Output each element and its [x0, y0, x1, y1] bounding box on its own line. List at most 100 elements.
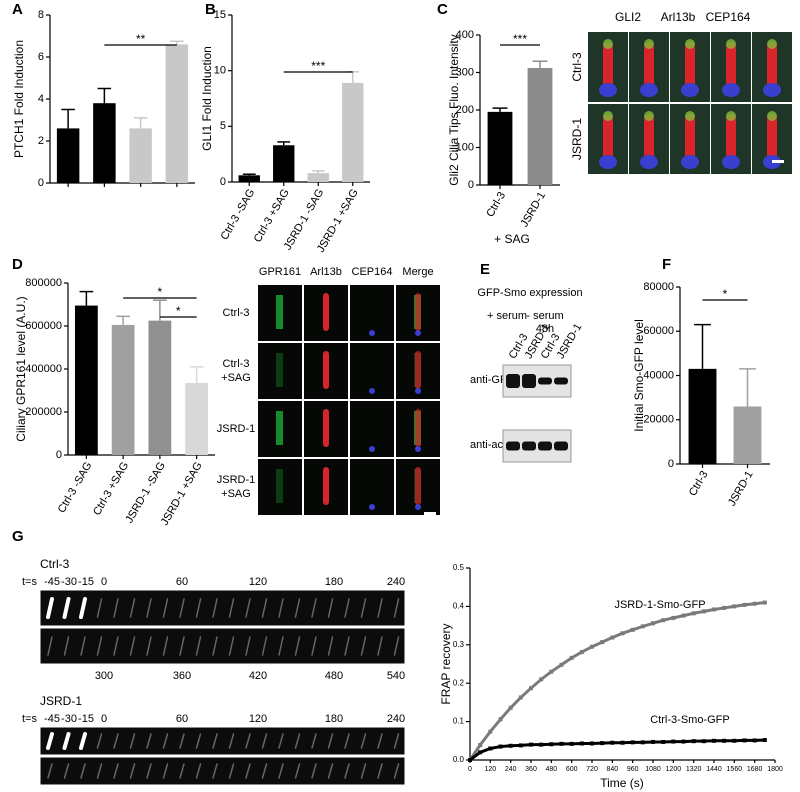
cep164: [369, 504, 375, 510]
cilium: [261, 763, 268, 779]
y-axis-label: Ciliary GPR161 level (A.U.): [14, 296, 28, 441]
bar: [111, 324, 135, 455]
x-tick-label: 1680: [747, 766, 763, 773]
y-tick-label: 2: [38, 135, 44, 147]
x-tick-label: 480: [545, 766, 557, 773]
point: [762, 600, 767, 605]
point: [478, 743, 483, 748]
point: [518, 695, 523, 700]
y-tick-label: 0.4: [453, 602, 465, 611]
bar: [688, 368, 717, 464]
point: [701, 739, 706, 744]
cilium: [726, 114, 736, 160]
point: [701, 609, 706, 614]
channel-label: Arl13b: [661, 10, 696, 24]
point: [590, 741, 594, 746]
cilium: [360, 733, 367, 749]
x-axis-label: Time (s): [600, 776, 644, 790]
point: [712, 607, 716, 612]
x-tick-label: 1200: [666, 766, 682, 773]
cilium: [96, 636, 103, 656]
cilium: [146, 763, 152, 779]
point: [468, 758, 472, 762]
cep164: [415, 330, 421, 336]
arl13b: [415, 467, 421, 505]
bar: [56, 128, 80, 183]
cilium: [327, 636, 334, 656]
y-tick-label: 6: [38, 51, 44, 63]
point: [620, 631, 625, 636]
cilium: [47, 763, 53, 779]
cilium: [360, 763, 367, 779]
cilium: [393, 763, 400, 779]
panel-label: D: [12, 256, 23, 273]
column-label: Merge: [402, 266, 433, 278]
point: [610, 635, 615, 640]
cilium: [195, 636, 202, 656]
point: [762, 738, 767, 743]
band: [506, 374, 520, 388]
timelapse-strip: [39, 726, 406, 756]
point: [498, 744, 503, 749]
cilium: [294, 733, 301, 749]
cilium: [685, 114, 695, 160]
cilium: [278, 636, 284, 656]
cilium: [46, 732, 54, 750]
cilium: [245, 636, 251, 656]
cilium: [360, 636, 367, 656]
cilium: [113, 598, 119, 618]
cilium: [603, 42, 613, 88]
cilium: [261, 598, 268, 618]
point: [620, 740, 625, 745]
point: [498, 717, 503, 722]
point: [539, 742, 544, 747]
cep164: [369, 446, 375, 452]
time-label: 300: [95, 670, 113, 682]
cilium: [344, 763, 350, 779]
bar: [487, 111, 513, 185]
point: [549, 742, 554, 747]
point: [742, 738, 747, 743]
cilium: [96, 598, 103, 618]
y-axis-label: Initial Smo-GFP level: [632, 319, 646, 431]
time-label: 360: [173, 670, 191, 682]
cilium: [113, 763, 119, 779]
y-tick-label: 15: [214, 9, 226, 21]
cilium: [162, 598, 169, 618]
basal-body: [763, 83, 781, 97]
cilium: [377, 636, 383, 656]
row-label: JSRD-1: [570, 118, 584, 160]
y-axis-label: Gli2 Cilia Tips Fluo. Intensity: [447, 34, 461, 185]
panel-label: E: [480, 261, 490, 278]
cep164: [415, 446, 421, 452]
y-tick-label: 5: [220, 120, 226, 132]
x-tick-label: 600: [566, 766, 578, 773]
gpr161: [276, 411, 283, 445]
time-label: 60: [176, 576, 188, 588]
time-label: 480: [325, 670, 343, 682]
bar: [307, 173, 329, 182]
cilium: [79, 732, 87, 750]
cilium: [46, 597, 54, 619]
y-tick-label: 600000: [25, 320, 62, 332]
cilium: [80, 636, 86, 656]
cilium: [80, 763, 86, 779]
cilium: [179, 598, 185, 618]
basal-body: [681, 155, 699, 169]
cilium: [261, 636, 268, 656]
time-label: 540: [387, 670, 405, 682]
point: [742, 602, 747, 607]
point: [722, 738, 727, 743]
time-label: -30: [61, 713, 77, 725]
band: [538, 377, 552, 385]
point: [671, 615, 676, 620]
bar: [342, 82, 364, 182]
cilium: [47, 636, 53, 656]
x-tick-label: 960: [627, 766, 639, 773]
point: [559, 662, 564, 667]
time-label: 0: [101, 576, 107, 588]
basal-body: [599, 155, 617, 169]
panel-label: A: [12, 1, 23, 18]
x-tick-label: 720: [586, 766, 598, 773]
